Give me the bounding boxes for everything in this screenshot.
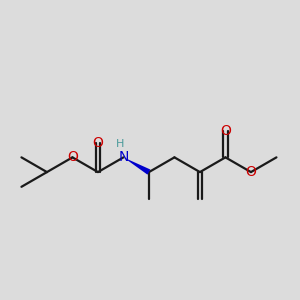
Text: O: O bbox=[67, 150, 78, 164]
Polygon shape bbox=[123, 158, 150, 175]
Text: O: O bbox=[92, 136, 104, 150]
Text: N: N bbox=[118, 150, 129, 164]
Text: H: H bbox=[116, 139, 125, 149]
Text: O: O bbox=[220, 124, 231, 138]
Text: O: O bbox=[245, 165, 256, 179]
